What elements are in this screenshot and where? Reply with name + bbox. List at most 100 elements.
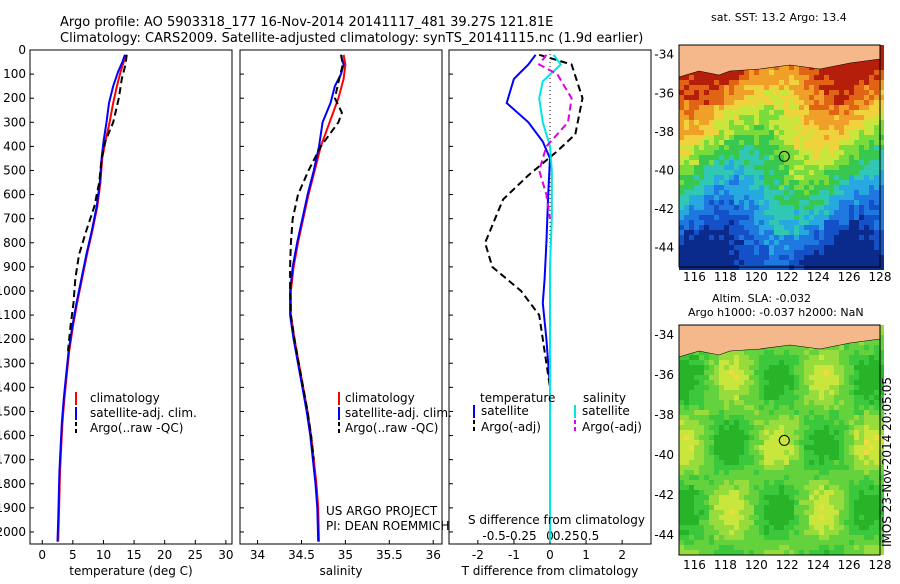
map-cell	[864, 155, 869, 160]
map-cell	[854, 75, 859, 80]
map-cell	[719, 100, 724, 105]
map-cell	[749, 205, 754, 210]
map-cell	[859, 260, 864, 265]
map-cell	[799, 550, 804, 555]
map-cell	[859, 410, 864, 415]
map-cell	[824, 90, 829, 95]
map-cell	[714, 100, 719, 105]
map-cell	[794, 110, 799, 115]
map-cell	[799, 80, 804, 85]
map-cell	[679, 190, 684, 195]
map-cell	[684, 465, 689, 470]
map-cell	[814, 455, 819, 460]
map-cell	[854, 415, 859, 420]
map-cell	[819, 440, 824, 445]
map-y-tick-label: -40	[654, 448, 674, 462]
map-cell	[694, 70, 699, 75]
map-cell	[834, 190, 839, 195]
map-cell	[704, 115, 709, 120]
map-cell	[759, 440, 764, 445]
map-cell	[834, 260, 839, 265]
map-cell	[864, 140, 869, 145]
map-cell	[764, 430, 769, 435]
map-cell	[744, 460, 749, 465]
map-cell	[739, 365, 744, 370]
map-cell	[714, 445, 719, 450]
map-cell	[819, 170, 824, 175]
map-cell	[749, 530, 754, 535]
map-cell	[694, 85, 699, 90]
map-cell	[819, 380, 824, 385]
map-cell	[724, 550, 729, 555]
map-cell	[804, 475, 809, 480]
map-cell	[879, 465, 884, 470]
map-cell	[774, 225, 779, 230]
map-cell	[829, 170, 834, 175]
map-cell	[754, 465, 759, 470]
map-cell	[849, 440, 854, 445]
map-cell	[784, 505, 789, 510]
map-cell	[789, 420, 794, 425]
map-cell	[839, 405, 844, 410]
map-cell	[874, 140, 879, 145]
map-cell	[764, 165, 769, 170]
map-cell	[679, 95, 684, 100]
map-cell	[844, 225, 849, 230]
map-cell	[834, 210, 839, 215]
map-cell	[714, 225, 719, 230]
map-cell	[874, 400, 879, 405]
map-cell	[839, 485, 844, 490]
map-cell	[824, 520, 829, 525]
map-cell	[859, 235, 864, 240]
map-cell	[819, 260, 824, 265]
legend-argo-label: Argo(..raw -QC)	[90, 421, 183, 435]
map-cell	[839, 425, 844, 430]
map-cell	[794, 85, 799, 90]
map-cell	[769, 260, 774, 265]
map-cell	[759, 205, 764, 210]
map-cell	[784, 365, 789, 370]
map-cell	[819, 175, 824, 180]
map-cell	[784, 115, 789, 120]
map-cell	[834, 195, 839, 200]
map-cell	[699, 360, 704, 365]
map-cell	[849, 165, 854, 170]
map-cell	[684, 475, 689, 480]
map-cell	[714, 405, 719, 410]
map-cell	[694, 235, 699, 240]
map-cell	[824, 450, 829, 455]
map-cell	[689, 460, 694, 465]
map-cell	[679, 195, 684, 200]
map-cell	[754, 530, 759, 535]
map-cell	[689, 490, 694, 495]
map-cell	[879, 180, 884, 185]
map-cell	[859, 475, 864, 480]
map-cell	[789, 470, 794, 475]
map-cell	[814, 510, 819, 515]
map-cell	[699, 90, 704, 95]
map-cell	[714, 460, 719, 465]
map-cell	[839, 385, 844, 390]
map-cell	[829, 425, 834, 430]
series-line	[505, 54, 552, 542]
map-cell	[794, 380, 799, 385]
map-cell	[704, 540, 709, 545]
map-cell	[844, 180, 849, 185]
map-cell	[784, 260, 789, 265]
map-cell	[699, 130, 704, 135]
map-cell	[789, 220, 794, 225]
map-cell	[759, 160, 764, 165]
map-cell	[734, 160, 739, 165]
map-cell	[864, 395, 869, 400]
map-cell	[704, 475, 709, 480]
map-cell	[819, 240, 824, 245]
map-cell	[804, 355, 809, 360]
map-cell	[699, 450, 704, 455]
map-cell	[859, 465, 864, 470]
map-cell	[694, 500, 699, 505]
map-cell	[774, 360, 779, 365]
map-cell	[799, 365, 804, 370]
map-cell	[754, 535, 759, 540]
map-cell	[689, 440, 694, 445]
map-cell	[809, 195, 814, 200]
